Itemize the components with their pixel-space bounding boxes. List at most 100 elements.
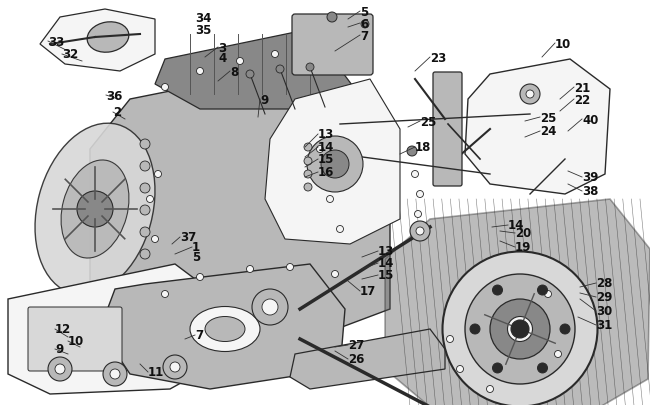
Text: 38: 38 xyxy=(582,185,599,198)
Text: 26: 26 xyxy=(348,353,365,366)
Circle shape xyxy=(155,171,161,178)
Circle shape xyxy=(103,362,127,386)
Ellipse shape xyxy=(508,317,532,342)
Text: 39: 39 xyxy=(582,171,599,184)
Ellipse shape xyxy=(490,299,550,359)
Text: 9: 9 xyxy=(55,343,63,356)
Circle shape xyxy=(493,286,502,295)
Text: 34: 34 xyxy=(195,11,211,24)
Text: 22: 22 xyxy=(574,93,590,106)
Ellipse shape xyxy=(205,317,245,342)
Circle shape xyxy=(447,336,454,343)
Text: 32: 32 xyxy=(62,48,78,61)
Text: 30: 30 xyxy=(596,305,612,318)
Circle shape xyxy=(304,158,312,166)
Circle shape xyxy=(161,84,168,91)
Circle shape xyxy=(48,357,72,381)
Circle shape xyxy=(526,91,534,99)
Circle shape xyxy=(416,228,424,235)
Circle shape xyxy=(486,386,493,392)
Text: 13: 13 xyxy=(378,245,395,258)
Circle shape xyxy=(252,289,288,325)
Text: 21: 21 xyxy=(574,81,590,94)
Circle shape xyxy=(538,363,547,373)
Circle shape xyxy=(276,66,284,74)
Circle shape xyxy=(246,266,254,273)
Circle shape xyxy=(304,144,312,151)
Circle shape xyxy=(306,64,314,72)
FancyBboxPatch shape xyxy=(292,15,373,76)
Text: 27: 27 xyxy=(348,339,364,352)
Polygon shape xyxy=(40,10,155,72)
Text: 15: 15 xyxy=(318,153,334,166)
Text: 3: 3 xyxy=(218,41,226,54)
Circle shape xyxy=(545,291,551,298)
Ellipse shape xyxy=(443,252,597,405)
Text: 35: 35 xyxy=(195,23,211,36)
Polygon shape xyxy=(155,30,355,110)
Circle shape xyxy=(237,58,244,65)
Circle shape xyxy=(538,286,547,295)
Text: 36: 36 xyxy=(106,89,122,102)
Ellipse shape xyxy=(87,23,129,53)
Circle shape xyxy=(361,21,369,29)
Circle shape xyxy=(287,264,294,271)
Circle shape xyxy=(77,192,113,228)
Text: 18: 18 xyxy=(415,141,432,154)
Text: 20: 20 xyxy=(515,227,531,240)
Text: 31: 31 xyxy=(596,319,612,332)
Text: 25: 25 xyxy=(540,111,556,124)
Circle shape xyxy=(140,140,150,149)
Circle shape xyxy=(327,13,337,23)
Text: 29: 29 xyxy=(596,291,612,304)
Ellipse shape xyxy=(465,274,575,384)
Text: 17: 17 xyxy=(360,285,376,298)
Text: 16: 16 xyxy=(318,166,334,179)
Circle shape xyxy=(196,68,203,75)
Circle shape xyxy=(410,222,430,241)
Circle shape xyxy=(417,191,424,198)
Circle shape xyxy=(407,147,417,157)
Circle shape xyxy=(560,324,570,334)
Ellipse shape xyxy=(61,160,129,258)
Text: 33: 33 xyxy=(48,35,64,48)
FancyBboxPatch shape xyxy=(28,307,122,371)
Text: 10: 10 xyxy=(68,335,84,347)
Circle shape xyxy=(140,183,150,194)
Circle shape xyxy=(470,324,480,334)
Circle shape xyxy=(332,271,339,278)
Circle shape xyxy=(493,363,502,373)
Polygon shape xyxy=(265,80,400,244)
Circle shape xyxy=(321,151,349,179)
Circle shape xyxy=(140,205,150,215)
Text: 7: 7 xyxy=(195,329,203,342)
Text: 13: 13 xyxy=(318,128,334,141)
Circle shape xyxy=(326,196,333,203)
Polygon shape xyxy=(385,200,650,405)
Text: 37: 37 xyxy=(180,231,196,244)
Text: 19: 19 xyxy=(515,241,532,254)
Circle shape xyxy=(415,211,421,218)
Circle shape xyxy=(161,291,168,298)
Text: 25: 25 xyxy=(420,115,436,128)
Text: 24: 24 xyxy=(540,125,556,138)
Circle shape xyxy=(337,226,343,233)
Ellipse shape xyxy=(190,307,260,352)
Circle shape xyxy=(110,369,120,379)
Polygon shape xyxy=(90,60,390,339)
Polygon shape xyxy=(100,264,345,389)
Text: 8: 8 xyxy=(230,65,239,78)
FancyBboxPatch shape xyxy=(433,73,462,187)
Circle shape xyxy=(262,299,278,315)
Circle shape xyxy=(163,355,187,379)
Text: 12: 12 xyxy=(55,323,72,336)
Circle shape xyxy=(304,183,312,192)
Circle shape xyxy=(411,171,419,178)
Text: 28: 28 xyxy=(596,277,612,290)
Text: 15: 15 xyxy=(378,269,395,282)
Text: 14: 14 xyxy=(318,141,334,154)
Text: 4: 4 xyxy=(218,51,226,64)
Circle shape xyxy=(520,85,540,105)
Text: 9: 9 xyxy=(260,93,268,106)
Circle shape xyxy=(196,274,203,281)
